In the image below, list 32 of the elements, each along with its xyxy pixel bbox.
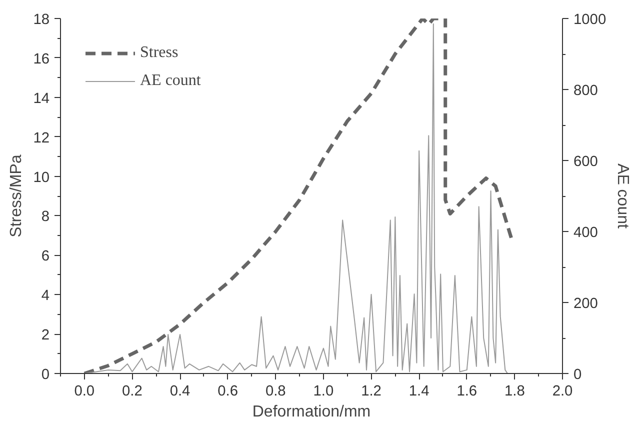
y-tick-label: 4 [41,288,50,304]
y2-tick-label: 0 [574,367,582,383]
x-tick-label: 0.4 [170,384,190,400]
x-axis-title: Deformation/mm [252,404,371,420]
y-tick-label: 2 [41,328,50,344]
y2-axis-title: AE count [614,164,632,230]
x-tick-label: 1.4 [408,384,430,400]
x-tick-label: 1.2 [361,384,382,400]
legend-label: AE count [140,72,201,90]
x-tick-label: 0.2 [122,384,142,400]
y2-tick-label: 200 [574,296,598,312]
y-tick-label: 6 [41,248,50,265]
legend-label: Stress [140,44,178,62]
y-tick-label: 16 [33,51,50,68]
y-tick-label: 14 [33,90,50,107]
x-tick-label: 1.6 [456,384,478,400]
x-tick-label: 0.8 [265,384,286,400]
x-tick-label: 0.6 [218,384,238,400]
y2-tick-label: 600 [574,154,598,170]
x-tick-label: 1.8 [504,384,525,400]
y-tick-label: 12 [33,130,50,146]
y2-tick-label: 400 [574,225,598,241]
y-tick-label: 8 [41,209,50,226]
y-tick-label: 10 [33,170,50,186]
y-tick-label: 0 [41,367,50,383]
x-tick-label: 2.0 [552,384,573,400]
y2-tick-label: 800 [574,83,598,99]
x-tick-label: 1.0 [313,384,334,400]
y2-tick-label: 1000 [574,12,606,28]
y-axis-title: Stress/MPa [8,154,26,238]
x-tick-label: 0.0 [74,384,95,400]
y-tick-label: 18 [33,12,50,28]
